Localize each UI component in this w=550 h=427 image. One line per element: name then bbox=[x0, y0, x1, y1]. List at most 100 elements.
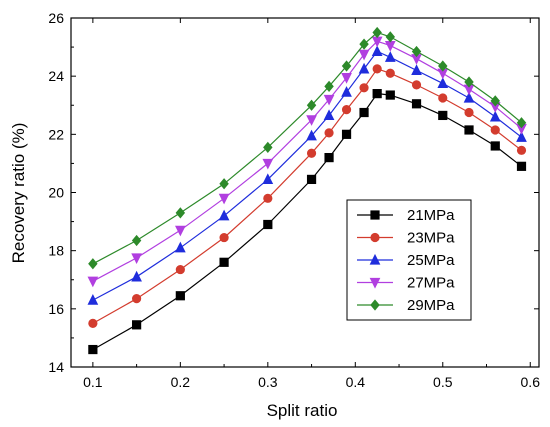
data-point bbox=[359, 83, 369, 93]
data-point bbox=[262, 173, 274, 185]
data-point bbox=[372, 64, 382, 74]
legend-marker bbox=[370, 299, 380, 311]
data-point bbox=[438, 110, 448, 121]
series-line bbox=[92, 68, 522, 324]
legend-marker bbox=[369, 253, 381, 265]
data-point bbox=[219, 178, 229, 190]
x-axis: 0.1 0.2 0.3 0.4 0.5 0.6 bbox=[83, 18, 540, 390]
legend-entry: 23MPa bbox=[357, 230, 455, 247]
data-point bbox=[341, 73, 352, 84]
data-point bbox=[372, 26, 382, 39]
data-point bbox=[384, 41, 396, 52]
series-line bbox=[92, 31, 522, 265]
data-point bbox=[87, 276, 99, 288]
data-point bbox=[341, 129, 352, 139]
data-point bbox=[516, 145, 527, 155]
data-point bbox=[219, 232, 229, 243]
data-point bbox=[438, 93, 448, 103]
legend-label: 27MPa bbox=[407, 275, 455, 292]
y-tick-label: 22 bbox=[48, 126, 64, 142]
data-point bbox=[306, 148, 317, 158]
data-point bbox=[131, 270, 142, 282]
data-point bbox=[341, 86, 352, 97]
data-point bbox=[88, 318, 98, 328]
data-point bbox=[490, 125, 500, 135]
x-tick-label: 0.2 bbox=[171, 374, 191, 390]
data-point bbox=[174, 225, 186, 237]
y-axis: 14 16 18 20 22 24 26 bbox=[48, 10, 539, 375]
data-point bbox=[411, 99, 422, 109]
y-tick-label: 14 bbox=[48, 359, 64, 375]
data-point bbox=[341, 60, 352, 72]
data-point bbox=[359, 38, 369, 50]
x-tick-label: 0.3 bbox=[258, 374, 278, 390]
legend-label: 25MPa bbox=[407, 252, 455, 269]
legend-label: 23MPa bbox=[407, 230, 455, 247]
data-point bbox=[372, 89, 382, 99]
data-point bbox=[306, 174, 317, 185]
data-point bbox=[384, 51, 396, 62]
data-point bbox=[385, 90, 395, 100]
data-point bbox=[306, 99, 317, 111]
data-point bbox=[175, 207, 186, 219]
data-point bbox=[516, 161, 527, 171]
data-point bbox=[411, 80, 422, 90]
data-point bbox=[464, 107, 474, 118]
legend-entry: 29MPa bbox=[357, 297, 455, 314]
y-tick-label: 26 bbox=[48, 10, 64, 26]
legend-marker bbox=[370, 232, 380, 243]
data-point bbox=[324, 80, 334, 92]
data-point bbox=[132, 320, 142, 330]
data-point bbox=[371, 45, 383, 57]
data-point bbox=[131, 253, 142, 265]
series-line bbox=[92, 40, 522, 282]
series-line bbox=[92, 92, 522, 351]
data-point bbox=[324, 128, 334, 138]
series-29MPa bbox=[88, 26, 527, 270]
legend-label: 29MPa bbox=[407, 297, 455, 314]
data-point bbox=[411, 64, 422, 75]
data-point bbox=[359, 107, 369, 118]
x-tick-label: 0.1 bbox=[83, 374, 103, 390]
data-point bbox=[411, 45, 422, 58]
legend-entry: 25MPa bbox=[357, 252, 455, 269]
data-point bbox=[437, 77, 449, 89]
data-point bbox=[516, 131, 527, 142]
data-point bbox=[464, 76, 474, 88]
legend-marker bbox=[369, 277, 381, 289]
series-line bbox=[92, 50, 522, 301]
data-point bbox=[385, 68, 395, 78]
y-tick-label: 24 bbox=[48, 68, 64, 84]
data-point bbox=[323, 109, 335, 121]
data-point bbox=[175, 291, 185, 301]
data-point bbox=[516, 117, 527, 129]
data-point bbox=[88, 344, 98, 355]
data-point bbox=[87, 294, 99, 305]
legend-entry: 21MPa bbox=[357, 207, 455, 224]
data-point bbox=[263, 193, 273, 203]
series-23MPa bbox=[88, 64, 527, 328]
data-point bbox=[323, 94, 335, 106]
y-tick-label: 18 bbox=[48, 243, 64, 259]
data-point bbox=[218, 193, 230, 205]
legend-entry: 27MPa bbox=[357, 275, 455, 292]
data-point bbox=[263, 141, 273, 154]
data-point bbox=[358, 62, 370, 74]
data-point bbox=[175, 264, 185, 275]
series-21MPa bbox=[88, 89, 527, 355]
series-25MPa bbox=[87, 45, 527, 305]
legend-marker bbox=[370, 210, 380, 220]
data-point bbox=[464, 125, 474, 135]
data-point bbox=[131, 234, 142, 247]
legend: 21MPa 23MPa 25MPa 27MPa 29MPa bbox=[346, 199, 472, 321]
data-point bbox=[385, 31, 396, 43]
data-point bbox=[219, 257, 229, 267]
data-point bbox=[174, 241, 186, 253]
data-point bbox=[132, 294, 142, 304]
data-point bbox=[262, 158, 274, 170]
y-axis-title: Recovery ratio (%) bbox=[9, 123, 28, 264]
data-point bbox=[463, 91, 475, 103]
y-tick-label: 16 bbox=[48, 301, 64, 317]
data-point bbox=[358, 49, 370, 61]
